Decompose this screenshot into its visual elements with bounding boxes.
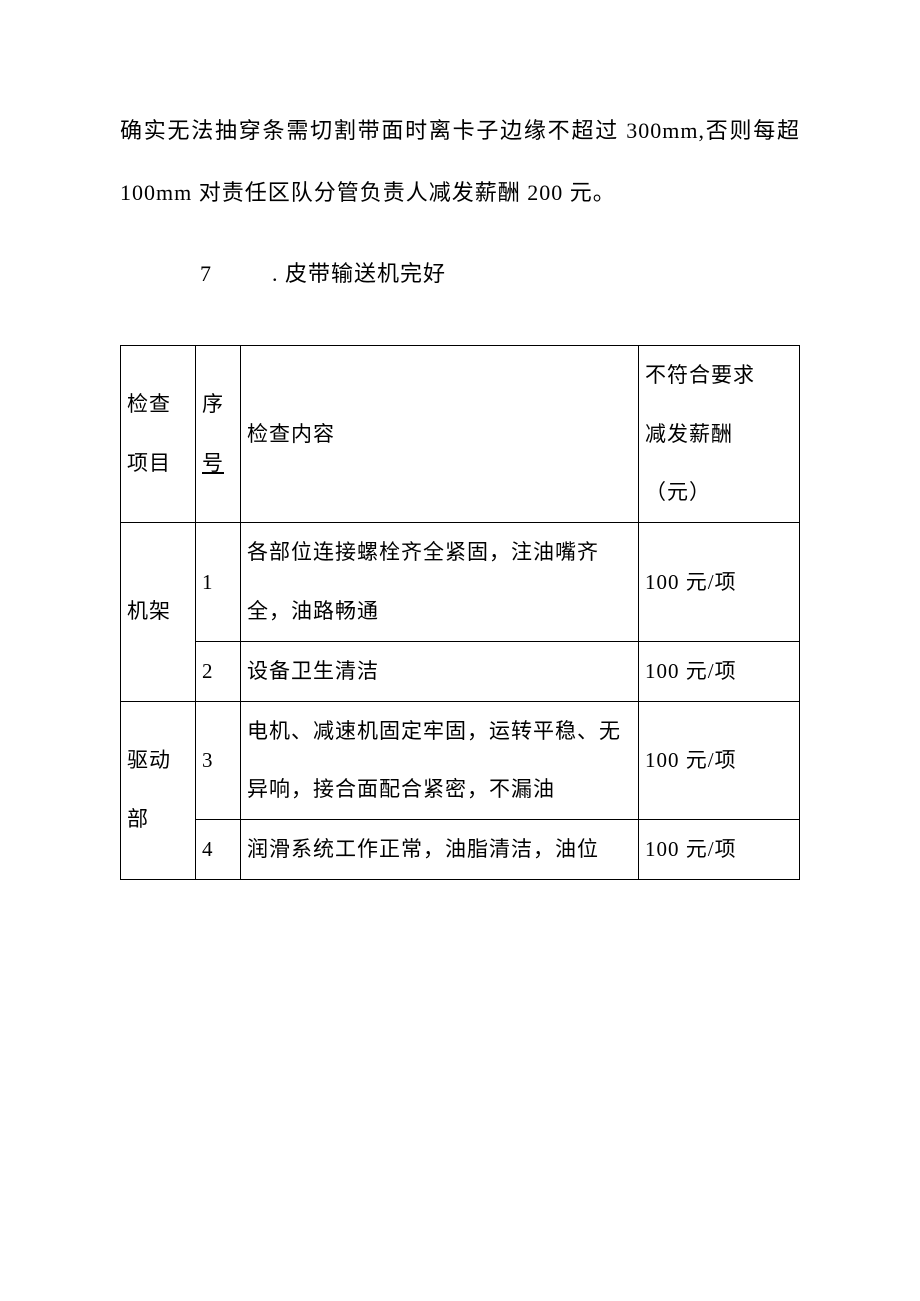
penalty-label-b: 减发薪酬 — [645, 422, 733, 446]
penalty-label-a: 不符合要求 — [645, 363, 755, 387]
inspection-table: 检查项目 序 号 检查内容 不符合要求 减发薪酬 （元） 机架 1 各部位连接螺… — [120, 345, 800, 880]
seq-label-a: 序 — [202, 392, 224, 416]
col-header-content: 检查内容 — [241, 345, 639, 522]
seq-cell: 4 — [196, 820, 241, 880]
category-cell: 机架 — [121, 523, 196, 701]
col-header-seq: 序 号 — [196, 345, 241, 522]
penalty-cell: 100 元/项 — [639, 820, 800, 880]
category-cell: 驱动部 — [121, 701, 196, 879]
penalty-cell: 100 元/项 — [639, 523, 800, 642]
page: 确实无法抽穿条需切割带面时离卡子边缘不超过 300mm,否则每超 100mm 对… — [0, 0, 920, 880]
table-row: 2 设备卫生清洁 100 元/项 — [121, 641, 800, 701]
content-cell: 各部位连接螺栓齐全紧固，注油嘴齐全，油路畅通 — [241, 523, 639, 642]
seq-label-b: 号 — [202, 451, 224, 475]
table-header-row: 检查项目 序 号 检查内容 不符合要求 减发薪酬 （元） — [121, 345, 800, 522]
col-header-penalty: 不符合要求 减发薪酬 （元） — [639, 345, 800, 522]
table-row: 驱动部 3 电机、减速机固定牢固，运转平稳、无异响，接合面配合紧密，不漏油 10… — [121, 701, 800, 820]
table-row: 4 润滑系统工作正常，油脂清洁，油位 100 元/项 — [121, 820, 800, 880]
table-row: 机架 1 各部位连接螺栓齐全紧固，注油嘴齐全，油路畅通 100 元/项 — [121, 523, 800, 642]
penalty-label-c: （元） — [645, 480, 711, 504]
heading-text: . 皮带输送机完好 — [272, 261, 446, 286]
content-cell: 润滑系统工作正常，油脂清洁，油位 — [241, 820, 639, 880]
col-header-category: 检查项目 — [121, 345, 196, 522]
seq-cell: 2 — [196, 641, 241, 701]
content-cell: 电机、减速机固定牢固，运转平稳、无异响，接合面配合紧密，不漏油 — [241, 701, 639, 820]
seq-cell: 3 — [196, 701, 241, 820]
content-cell: 设备卫生清洁 — [241, 641, 639, 701]
penalty-cell: 100 元/项 — [639, 641, 800, 701]
seq-cell: 1 — [196, 523, 241, 642]
paragraph-text: 确实无法抽穿条需切割带面时离卡子边缘不超过 300mm,否则每超 100mm 对… — [120, 100, 800, 223]
penalty-cell: 100 元/项 — [639, 701, 800, 820]
heading-number: 7 — [200, 243, 212, 305]
section-heading: 7 . 皮带输送机完好 — [120, 243, 800, 305]
